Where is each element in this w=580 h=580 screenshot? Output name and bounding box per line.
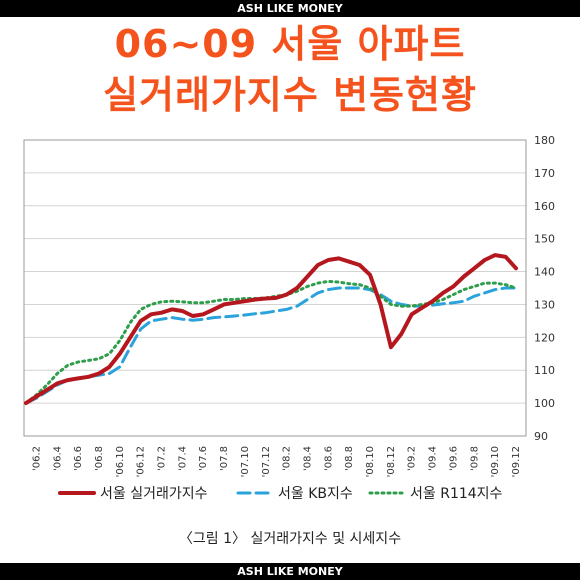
x-tick-label: '06.4 — [52, 446, 63, 471]
y-tick-label: 110 — [534, 364, 555, 377]
legend-label: 서울 실거래가지수 — [100, 486, 208, 502]
series-line-2 — [24, 286, 518, 405]
series-line-1 — [24, 253, 518, 406]
legend: 서울 실거래가지수 서울 KB지수 서울 R114지수 — [58, 486, 503, 502]
x-tick-label: '07.10 — [240, 446, 251, 477]
headline-line-1: 06~09 서울 아파트 — [114, 22, 466, 66]
x-tick-label: '06.2 — [31, 446, 42, 471]
x-tick-label: '09.8 — [469, 446, 480, 471]
x-tick-label: '07.12 — [261, 446, 272, 477]
x-tick-layer: '06.2 '06.4 '06.6 '06.8 '06.10 '06.12 '07.2 '07… — [31, 446, 522, 477]
x-tick-label: '06.10 — [115, 446, 126, 477]
brand-banner-top: ASH LIKE MONEY — [0, 0, 580, 17]
plot-border — [23, 139, 527, 437]
y-tick-label: 140 — [534, 266, 555, 279]
x-tick-label: '07.2 — [157, 446, 168, 471]
x-tick-label: '08.10 — [365, 446, 376, 477]
x-tick-label: '09.4 — [428, 446, 439, 471]
y-tick-label: 130 — [534, 298, 555, 311]
series-layer — [24, 253, 518, 406]
x-tick-label: '07.8 — [219, 446, 230, 471]
x-tick-label: '06.6 — [73, 446, 84, 471]
x-tick-label: '08.4 — [302, 446, 313, 471]
y-tick-label: 90 — [534, 430, 548, 443]
line-chart: 90 100 110 120 130 140 150 160 170 180 '06.2 '06.4… — [23, 134, 555, 502]
figure-caption: 〈그림 1〉 실거래가지수 및 시세지수 — [178, 531, 402, 547]
y-tick-label: 170 — [534, 167, 555, 180]
y-tick-label: 100 — [534, 397, 555, 410]
y-tick-label: 160 — [534, 200, 555, 213]
x-tick-label: '08.2 — [282, 446, 293, 471]
y-tick-label: 180 — [534, 134, 555, 147]
legend-label: 서울 KB지수 — [278, 486, 353, 502]
x-tick-label: '08.8 — [344, 446, 355, 471]
x-tick-label: '09.12 — [511, 446, 522, 477]
brand-banner-bottom: ASH LIKE MONEY — [0, 563, 580, 580]
y-tick-label: 150 — [534, 233, 555, 246]
x-tick-label: '06.12 — [136, 446, 147, 477]
x-tick-label: '06.8 — [94, 446, 105, 471]
x-tick-label: '09.2 — [407, 446, 418, 471]
headline-line-2: 실거래가지수 변동현황 — [103, 73, 477, 117]
x-tick-label: '09.10 — [490, 446, 501, 477]
x-tick-label: '08.6 — [323, 446, 334, 471]
legend-label: 서울 R114지수 — [410, 486, 503, 502]
x-tick-label: '08.12 — [386, 446, 397, 477]
x-tick-label: '09.6 — [448, 446, 459, 471]
x-tick-label: '07.4 — [177, 446, 188, 471]
y-tick-label: 120 — [534, 331, 555, 344]
y-tick-layer: 90 100 110 120 130 140 150 160 170 180 — [534, 134, 555, 443]
chart-frame: 90 100 110 120 130 140 150 160 170 180 '06.2 '06.4… — [8, 128, 572, 556]
x-tick-label: '07.6 — [198, 446, 209, 471]
